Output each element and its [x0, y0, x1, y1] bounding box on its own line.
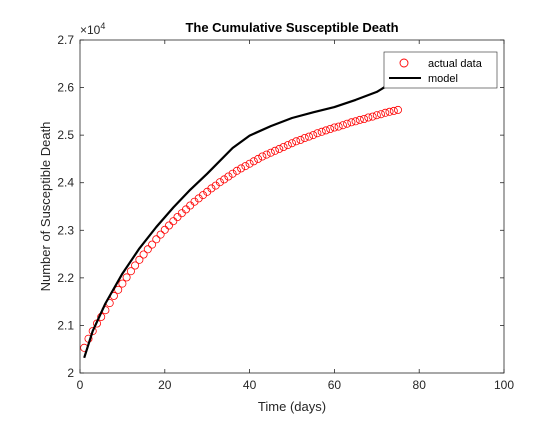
- y-tick-label: 2.6: [57, 81, 74, 95]
- y-tick-label: 2.1: [57, 318, 74, 332]
- legend-marker-actual-data: [399, 58, 409, 68]
- data-point-actual: [160, 225, 169, 234]
- data-point-actual: [313, 129, 322, 138]
- data-point-actual: [304, 132, 313, 141]
- data-point-actual: [207, 184, 216, 193]
- data-point-actual: [156, 230, 165, 239]
- data-point-actual: [135, 255, 144, 264]
- data-point-actual: [355, 115, 364, 124]
- x-tick-label: 80: [413, 378, 427, 392]
- data-point-actual: [237, 164, 246, 173]
- data-point-actual: [131, 261, 140, 270]
- data-point-actual: [300, 133, 309, 142]
- data-point-actual: [258, 152, 267, 161]
- data-point-actual: [254, 154, 263, 163]
- y-axis-exponent-power: 4: [100, 21, 105, 31]
- legend-label-model: model: [428, 73, 458, 85]
- data-point-actual: [389, 106, 398, 115]
- series-layer: [80, 78, 402, 359]
- data-point-actual: [372, 111, 381, 120]
- legend-box: [383, 51, 498, 89]
- y-tick-label: 2.5: [57, 128, 74, 142]
- data-point-actual: [381, 108, 390, 117]
- data-point-actual: [122, 273, 131, 282]
- data-point-actual: [152, 235, 161, 244]
- y-axis-exponent: ×104: [80, 21, 105, 37]
- x-axis: 0 20 40 60 80 100: [77, 40, 514, 392]
- data-point-actual: [228, 169, 237, 178]
- legend-label-actual-data: actual data: [428, 58, 483, 70]
- data-point-actual: [126, 267, 135, 276]
- data-point-actual: [287, 139, 296, 148]
- data-point-actual: [309, 131, 318, 140]
- x-tick-label: 100: [494, 378, 514, 392]
- data-point-actual: [275, 144, 284, 153]
- y-axis: 2 2.1 2.2 2.3 2.4 2.5 2.6 2.7: [57, 33, 504, 380]
- data-point-actual: [118, 279, 127, 288]
- data-point-actual: [360, 115, 369, 124]
- x-tick-label: 60: [328, 378, 342, 392]
- data-point-actual: [334, 122, 343, 131]
- data-point-actual: [292, 137, 301, 146]
- data-point-actual: [296, 135, 305, 144]
- legend: actual data model: [383, 51, 498, 89]
- data-point-actual: [351, 117, 360, 126]
- data-point-actual: [330, 123, 339, 132]
- data-point-actual: [241, 162, 250, 171]
- data-point-actual: [164, 221, 173, 230]
- plot-frame: [79, 39, 505, 374]
- y-tick-label: 2: [67, 366, 74, 380]
- y-axis-label: Number of Susceptible Death: [38, 122, 53, 292]
- data-point-actual: [114, 285, 123, 294]
- data-point-actual: [215, 178, 224, 187]
- y-tick-label: 2.2: [57, 271, 74, 285]
- data-point-actual: [169, 217, 178, 226]
- data-point-actual: [317, 127, 326, 136]
- y-tick-label: 2.4: [57, 176, 74, 190]
- series-line-model: [83, 78, 399, 359]
- x-axis-label: Time (days): [258, 399, 326, 414]
- data-point-actual: [249, 157, 258, 166]
- data-point-actual: [148, 240, 157, 249]
- y-tick-label: 2.3: [57, 223, 74, 237]
- y-axis-exponent-base: ×10: [80, 23, 101, 37]
- x-tick-label: 0: [77, 378, 84, 392]
- plot-area: [80, 40, 504, 373]
- data-point-actual: [283, 141, 292, 150]
- data-point-actual: [393, 105, 402, 114]
- data-point-actual: [270, 146, 279, 155]
- data-point-actual: [338, 121, 347, 130]
- x-tick-label: 20: [158, 378, 172, 392]
- data-point-actual: [262, 150, 271, 159]
- data-point-actual: [376, 110, 385, 119]
- y-tick-label: 2.7: [57, 33, 74, 47]
- data-point-actual: [385, 107, 394, 116]
- data-point-actual: [232, 166, 241, 175]
- data-point-actual: [364, 113, 373, 122]
- data-point-actual: [326, 125, 335, 134]
- data-point-actual: [347, 118, 356, 127]
- data-point-actual: [143, 245, 152, 254]
- data-point-actual: [321, 126, 330, 135]
- data-point-actual: [245, 159, 254, 168]
- chart-title: The Cumulative Susceptible Death: [185, 20, 398, 35]
- data-point-actual: [220, 175, 229, 184]
- data-point-actual: [139, 250, 148, 259]
- data-point-actual: [343, 119, 352, 128]
- data-point-actual: [224, 172, 233, 181]
- data-point-actual: [368, 112, 377, 121]
- data-point-actual: [266, 148, 275, 157]
- data-point-actual: [279, 142, 288, 151]
- x-tick-label: 40: [243, 378, 257, 392]
